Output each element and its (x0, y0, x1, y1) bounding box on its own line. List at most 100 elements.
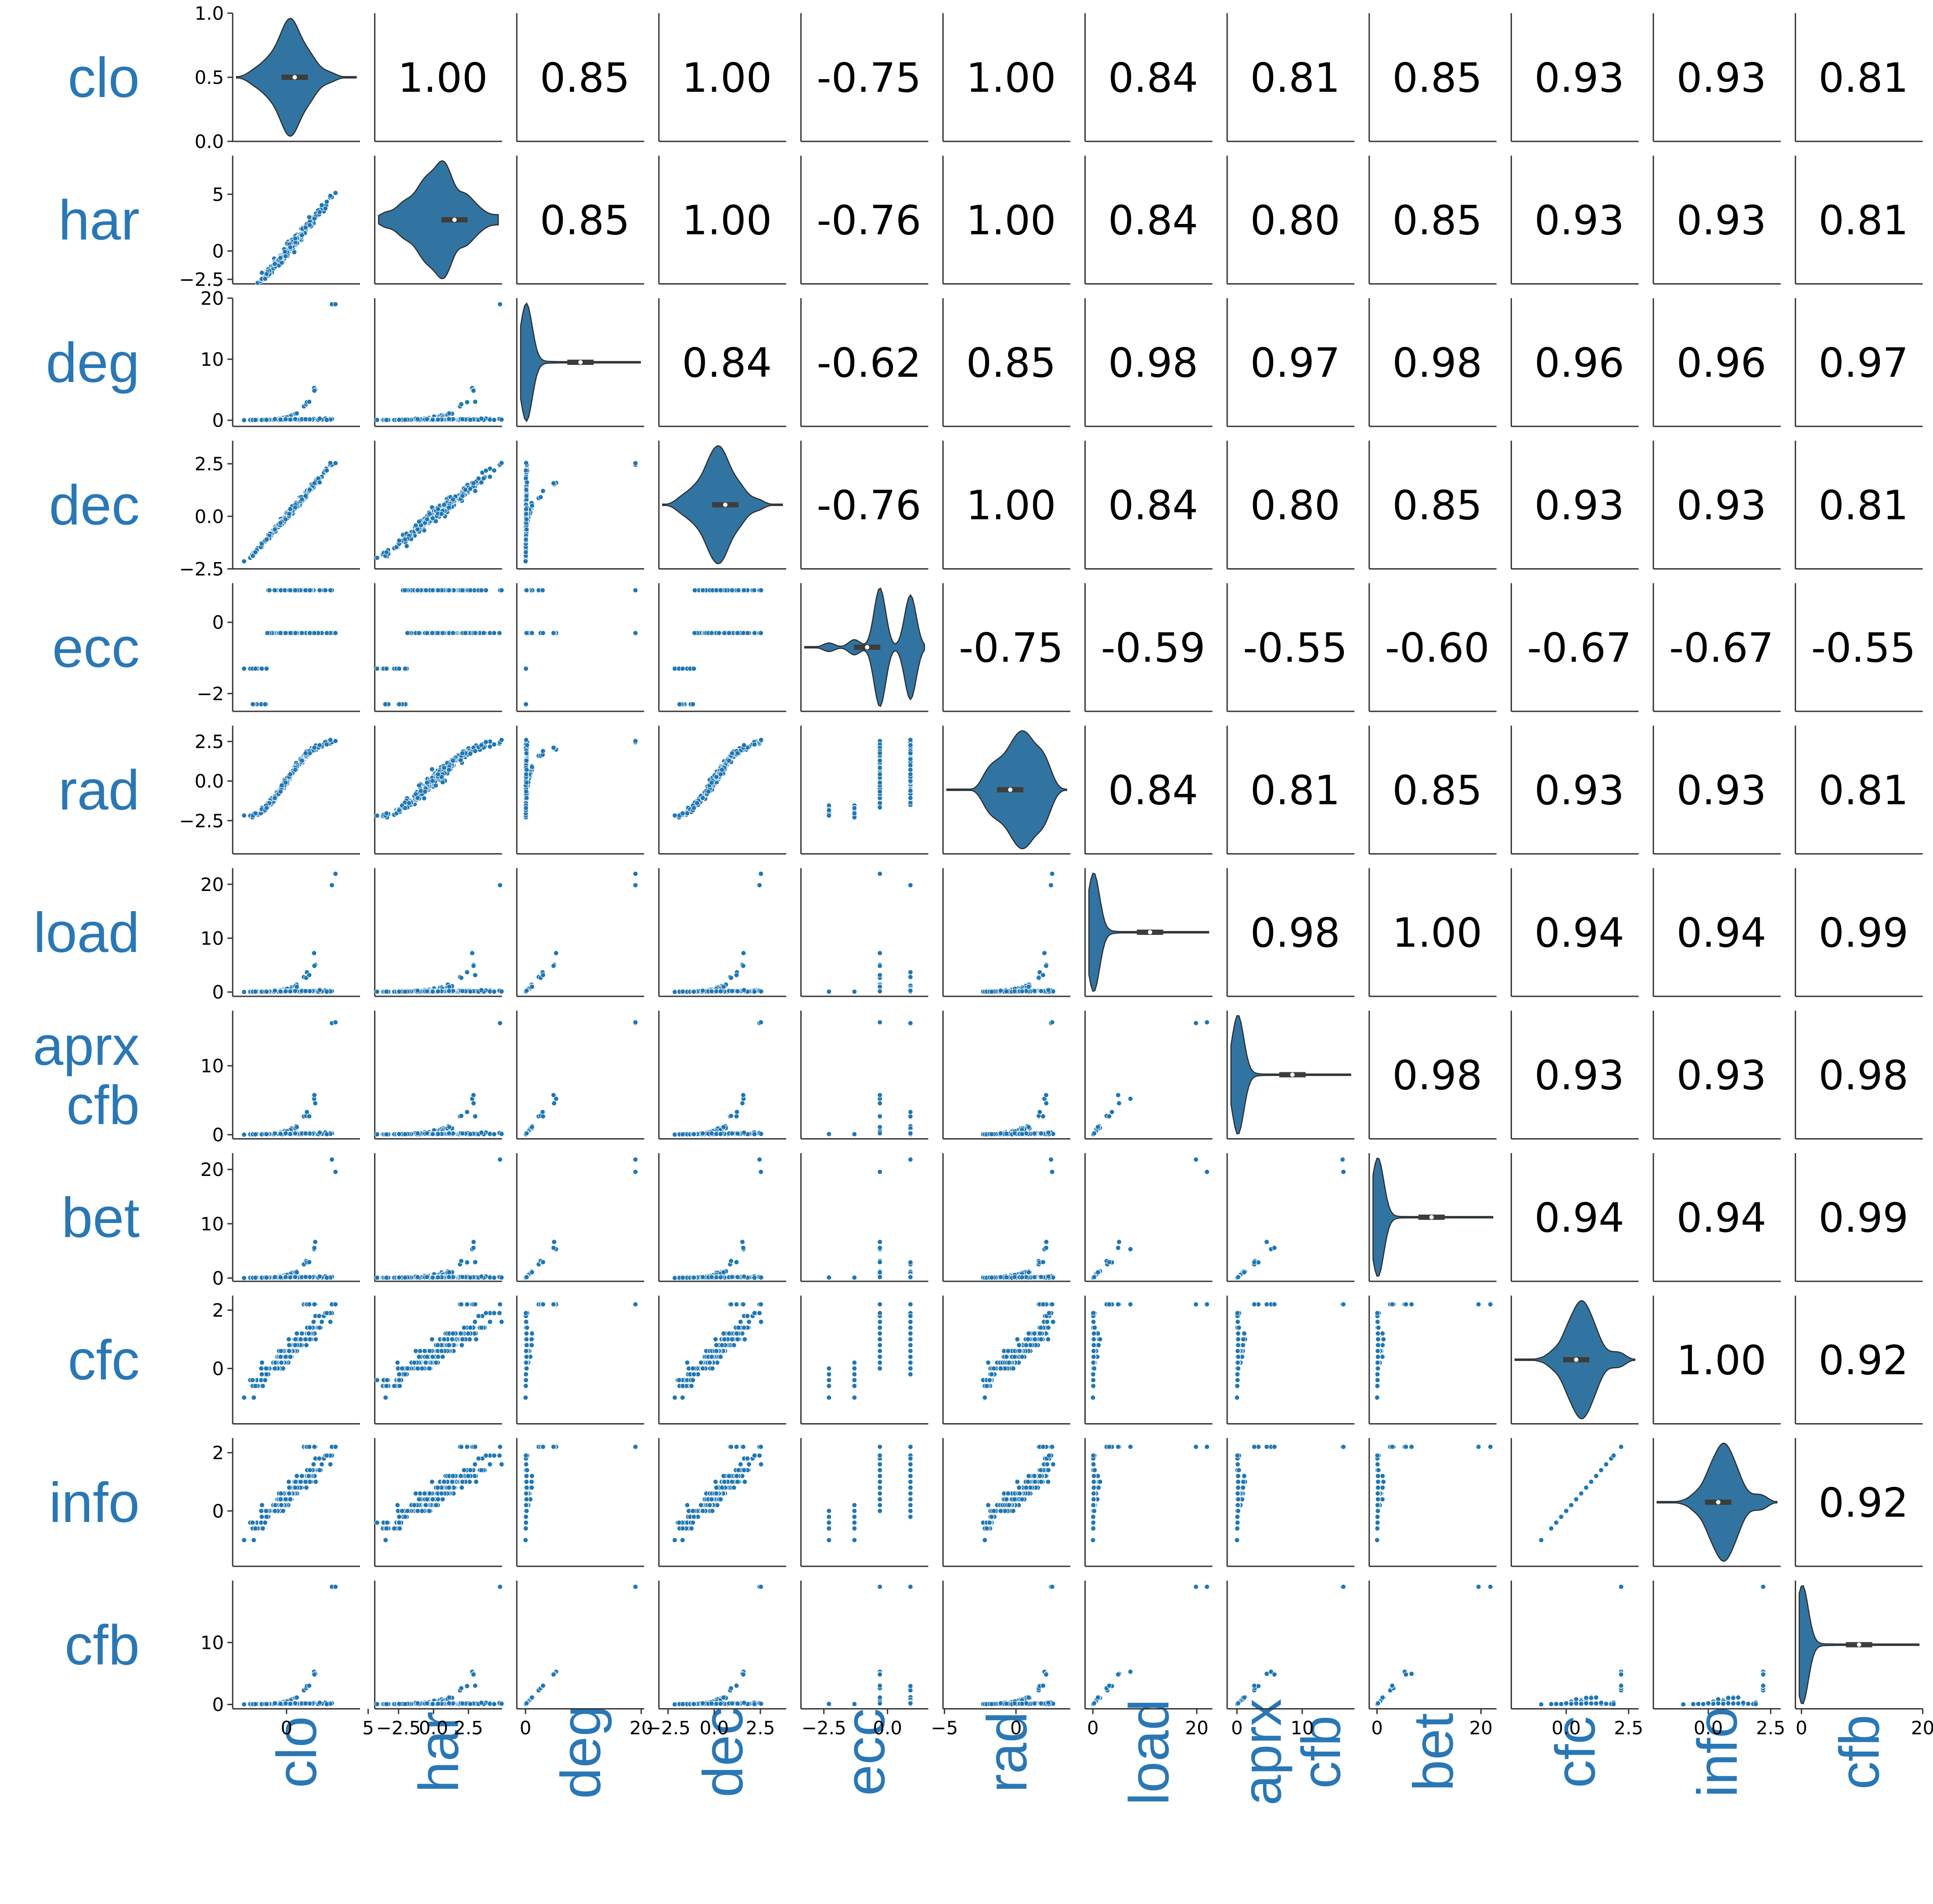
scatter-point (430, 989, 435, 994)
scatter-point (499, 738, 504, 743)
panel-clo-deg: 0.85 (517, 13, 644, 141)
y-tick-label: 1.0 (194, 3, 224, 24)
scatter-point (524, 588, 529, 593)
scatter-point (403, 418, 407, 422)
correlation-value: 0.84 (682, 339, 772, 386)
scatter-point (524, 666, 529, 671)
scatter-point (375, 555, 380, 560)
scatter-point (317, 416, 322, 421)
panel-clo-load: 0.84 (1085, 13, 1213, 141)
scatter-point (293, 988, 298, 993)
scatter-point (492, 418, 497, 422)
scatter-point (492, 989, 497, 994)
scatter-point (397, 989, 402, 994)
scatter-point (524, 738, 529, 743)
scatter-point (436, 588, 440, 593)
y-tick-label: 0 (212, 981, 224, 1003)
panel-rad-rad (943, 726, 1070, 854)
panel-deg-deg (517, 298, 644, 426)
scatter-point (523, 550, 528, 555)
scatter-point (436, 989, 440, 994)
scatter-point (827, 808, 832, 813)
scatter-point (720, 768, 724, 772)
scatter-point (673, 666, 677, 671)
scatter-point (450, 631, 455, 635)
violin-body (378, 161, 498, 279)
scatter-point (488, 474, 493, 479)
violin-median (452, 218, 457, 222)
col-label-text: aprx (1232, 1698, 1293, 1805)
scatter-point (264, 666, 269, 671)
scatter-point (287, 512, 292, 516)
scatter-point (278, 989, 283, 994)
scatter-point (468, 417, 473, 422)
scatter-point (312, 745, 317, 750)
scatter-point (633, 588, 638, 593)
panel-ecc-clo: −20 (197, 583, 360, 711)
scatter-point (250, 702, 255, 707)
scatter-point (403, 537, 407, 542)
y-tick-label: −2.5 (179, 269, 224, 290)
scatter-point (908, 796, 913, 801)
col-label-load: load (1118, 1699, 1181, 1805)
scatter-point (718, 588, 723, 593)
scatter-point (253, 666, 258, 671)
scatter-point (299, 233, 304, 238)
scatter-point (878, 751, 882, 756)
scatter-point (716, 631, 721, 635)
scatter-point (691, 666, 696, 671)
panel-rad-info: 0.93 (1653, 726, 1781, 854)
scatter-point (742, 743, 746, 748)
scatter-point (497, 631, 502, 635)
panel-har-har (375, 156, 502, 284)
scatter-point (524, 494, 529, 498)
scatter-point (471, 481, 476, 486)
scatter-point (307, 631, 312, 635)
panel-rad-load: 0.84 (1085, 726, 1213, 854)
correlation-value: 0.84 (1108, 54, 1198, 101)
scatter-point (524, 751, 529, 756)
scatter-point (328, 193, 333, 198)
panel-deg-load: 0.98 (1085, 298, 1213, 426)
panel-har-bet: 0.85 (1369, 156, 1497, 284)
panel-dec-dec (659, 441, 786, 569)
scatter-point (633, 739, 638, 743)
scatter-point (430, 516, 435, 521)
scatter-point (403, 666, 407, 671)
scatter-point (430, 779, 435, 783)
scatter-point (908, 738, 913, 743)
correlation-value: 0.93 (1677, 767, 1767, 814)
panel-dec-cfc: 0.93 (1511, 441, 1638, 569)
panel-clo-rad: 1.00 (943, 13, 1070, 141)
scatter-point (283, 517, 288, 522)
scatter-point (307, 215, 312, 220)
scatter-point (303, 494, 308, 498)
scatter-point (384, 811, 389, 816)
panel-rad-bet: 0.85 (1369, 726, 1497, 854)
scatter-point (700, 588, 705, 593)
scatter-point (446, 768, 451, 772)
scatter-point (303, 225, 308, 230)
scatter-point (317, 988, 322, 992)
scatter-point (417, 783, 421, 788)
violin-median (865, 645, 869, 649)
scatter-point (324, 742, 329, 747)
scatter-point (425, 631, 429, 635)
scatter-point (446, 988, 451, 993)
scatter-point (458, 758, 463, 763)
scatter-point (524, 512, 529, 516)
correlation-value: -0.75 (817, 54, 921, 101)
scatter-point (292, 250, 297, 255)
correlation-value: 0.93 (1677, 54, 1767, 101)
scatter-point (279, 260, 284, 265)
scatter-point (908, 772, 913, 777)
scatter-point (293, 768, 298, 772)
panel-har-cfc: 0.93 (1511, 156, 1638, 284)
scatter-point (283, 631, 288, 635)
scatter-point (465, 970, 470, 975)
correlation-value: 1.00 (966, 197, 1056, 244)
correlation-value: 0.85 (966, 339, 1056, 386)
scatter-point (551, 745, 556, 750)
scatter-point (263, 702, 267, 707)
col-label-clo: clo (266, 1716, 328, 1788)
